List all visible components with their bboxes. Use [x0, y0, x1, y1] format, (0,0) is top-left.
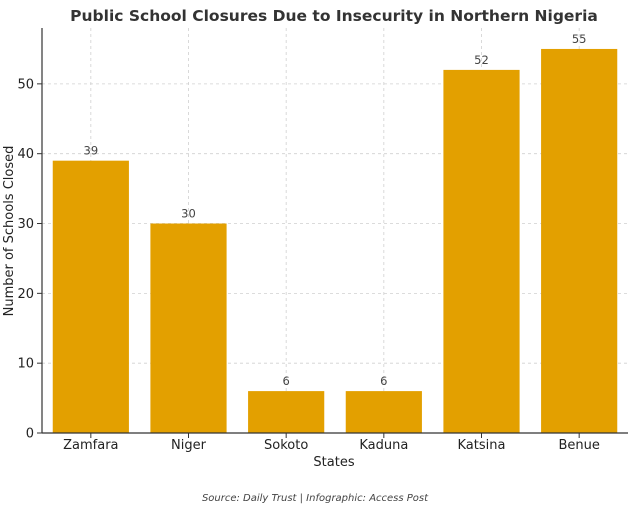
y-axis-label: Number of Schools Closed [2, 146, 17, 317]
y-tick-label: 0 [26, 427, 34, 442]
source-caption: Source: Daily Trust | Infographic: Acces… [201, 493, 429, 504]
x-tick-label: Sokoto [264, 438, 308, 453]
x-tick-labels: Zamfara Niger Sokoto Kaduna Katsina Benue [63, 438, 600, 453]
bar-benue [541, 48, 618, 434]
data-label: 6 [380, 374, 387, 388]
y-tick-label: 50 [17, 77, 34, 92]
data-label: 55 [572, 32, 587, 46]
data-label: 39 [84, 144, 99, 158]
y-tick-label: 20 [17, 287, 34, 302]
x-tick-label: Niger [171, 438, 207, 453]
y-tick-label: 30 [17, 217, 34, 232]
x-tick-label: Zamfara [63, 438, 118, 453]
axes [37, 28, 628, 438]
x-tick-label: Kaduna [359, 438, 408, 453]
data-label: 52 [474, 53, 489, 67]
bar-katsina [443, 69, 520, 434]
data-label: 6 [283, 374, 290, 388]
x-tick-label: Benue [558, 438, 599, 453]
bar-sokoto [248, 391, 325, 433]
y-tick-label: 10 [17, 357, 34, 372]
bar-zamfara [52, 160, 129, 433]
bars [52, 48, 618, 434]
data-labels: 39 30 6 6 52 55 [84, 32, 587, 388]
y-tick-labels: 0 10 20 30 40 50 [17, 77, 34, 441]
x-axis-label: States [313, 455, 354, 470]
x-tick-label: Katsina [458, 438, 506, 453]
bar-niger [150, 223, 227, 433]
chart-title: Public School Closures Due to Insecurity… [70, 7, 598, 25]
data-label: 30 [181, 207, 196, 221]
y-tick-label: 40 [17, 147, 34, 162]
bar-kaduna [345, 391, 422, 433]
grid-lines [42, 28, 628, 434]
